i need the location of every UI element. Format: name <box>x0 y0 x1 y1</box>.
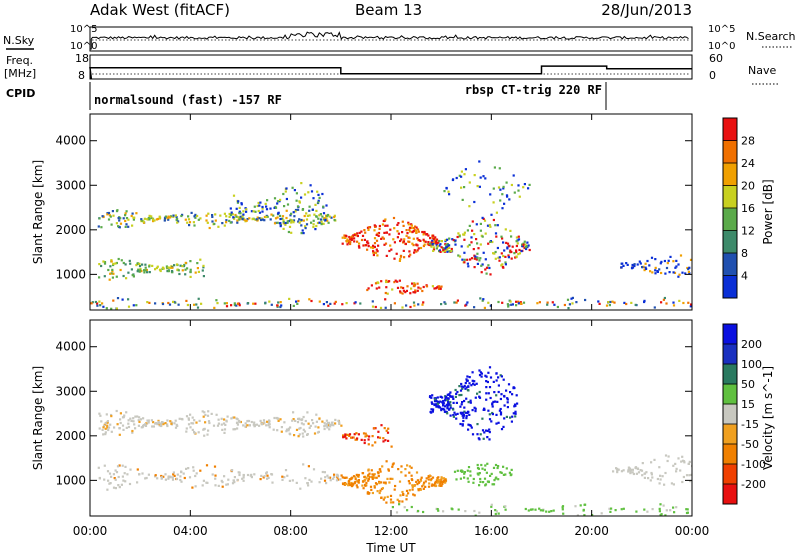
colorbar-tick-label: -100 <box>741 458 766 471</box>
cpid-segment-1: normalsound (fast) -157 RF <box>94 93 282 107</box>
cpid-label: CPID <box>6 87 35 100</box>
nsky-tick-high: 10^5 <box>70 24 97 35</box>
nsky-label: N.Sky <box>3 34 35 47</box>
colorbar-tick-label: -15 <box>741 418 759 431</box>
colorbar-tick-label: 100 <box>741 358 762 371</box>
velocity-panel: 1000 2000 3000 4000 Slant Range [km] -200 -1… <box>31 319 775 517</box>
colorbar-tick-label: 200 <box>741 338 762 351</box>
colorbar-tick-label: 8 <box>741 247 748 260</box>
colorbar-swatch <box>723 118 737 141</box>
time-axis: 00:00 04:00 08:00 12:00 16:00 20:00 00:00 <box>73 524 710 538</box>
freq-unit: [MHz] <box>4 67 36 80</box>
x-tick-label: 12:00 <box>374 524 409 538</box>
colorbar-tick-label: -200 <box>741 478 766 491</box>
colorbar-swatch <box>723 384 737 405</box>
x-tick-label: 00:00 <box>675 524 710 538</box>
power-panel: 1000 2000 3000 4000 Slant Range [km] 4 8 12 16… <box>31 113 775 311</box>
y-tick-label: 2000 <box>55 223 86 237</box>
nsky-panel: N.Sky 10^5 10^0 10^5 10^0 N.Search <box>3 24 796 52</box>
nave-tick-high: 60 <box>709 52 723 65</box>
colorbar-tick-label: 15 <box>741 398 755 411</box>
colorbar-swatch <box>723 364 737 385</box>
x-tick-label: 08:00 <box>273 524 308 538</box>
colorbar-swatch <box>723 324 737 345</box>
x-tick-label: 04:00 <box>173 524 208 538</box>
x-tick-label: 00:00 <box>73 524 108 538</box>
colorbar-tick-label: -50 <box>741 438 759 451</box>
velocity-ylabel: Slant Range [km] <box>31 366 45 470</box>
colorbar-tick-label: 20 <box>741 180 755 193</box>
date-title: 28/Jun/2013 <box>601 1 692 19</box>
colorbar-swatch <box>723 344 737 365</box>
x-tick-label: 20:00 <box>574 524 609 538</box>
nsearch-label: N.Search <box>746 30 796 43</box>
colorbar-swatch <box>723 275 737 299</box>
y-tick-label: 1000 <box>55 267 86 281</box>
freq-label: Freq. <box>6 54 33 67</box>
colorbar-swatch <box>723 208 737 231</box>
colorbar-swatch <box>723 253 737 276</box>
freq-tick-high: 18 <box>75 52 89 65</box>
y-tick-label: 3000 <box>55 178 86 192</box>
velocity-colorbar-label: Velocity [m s^-1] <box>761 366 775 470</box>
cpid-panel: CPID normalsound (fast) -157 RF rbsp CT-… <box>6 82 607 110</box>
y-tick-label: 1000 <box>55 473 86 487</box>
colorbar-tick-label: 28 <box>741 135 755 148</box>
power-colorbar-label: Power [dB] <box>761 179 775 244</box>
colorbar-swatch <box>723 424 737 445</box>
velocity-data-layer <box>97 366 692 516</box>
nave-label: Nave <box>748 64 776 77</box>
colorbar-tick-label: 4 <box>741 270 748 283</box>
colorbar-tick-label: 50 <box>741 378 755 391</box>
station-title: Adak West (fitACF) <box>90 1 230 19</box>
power-axes: 1000 2000 3000 4000 <box>55 114 693 310</box>
cpid-segment-2: rbsp CT-trig 220 RF <box>465 83 602 97</box>
nsearch-tick-high: 10^5 <box>708 24 735 35</box>
colorbar-tick-label: 24 <box>741 157 755 170</box>
colorbar-swatch <box>723 230 737 254</box>
power-data-layer <box>90 160 692 310</box>
nsky-trace <box>90 31 689 50</box>
nsky-tick-low: 10^0 <box>70 41 97 52</box>
y-tick-label: 3000 <box>55 384 86 398</box>
freq-panel: Freq. [MHz] 18 8 60 0 Nave <box>4 52 778 85</box>
colorbar-swatch <box>723 464 737 485</box>
nsearch-tick-low: 10^0 <box>708 41 735 52</box>
colorbar-swatch <box>723 140 737 164</box>
time-axis-label: Time UT <box>365 541 416 554</box>
colorbar-swatch <box>723 484 737 505</box>
power-colorbar: 4 8 12 16 20 24 28 <box>722 117 755 299</box>
velocity-axes: 1000 2000 3000 4000 <box>55 320 693 516</box>
freq-tick-low: 8 <box>78 69 85 82</box>
colorbar-tick-label: 16 <box>741 202 755 215</box>
nave-tick-low: 0 <box>709 69 716 82</box>
x-tick-label: 16:00 <box>474 524 509 538</box>
y-tick-label: 4000 <box>55 340 86 354</box>
beam-title: Beam 13 <box>355 1 422 19</box>
colorbar-tick-label: 12 <box>741 225 755 238</box>
y-tick-label: 4000 <box>55 134 86 148</box>
colorbar-swatch <box>723 404 737 425</box>
colorbar-swatch <box>723 185 737 209</box>
power-ylabel: Slant Range [km] <box>31 160 45 264</box>
colorbar-swatch <box>723 163 737 186</box>
velocity-colorbar: -200 -100 -50 -15 15 50 100 200 <box>722 323 766 505</box>
colorbar-swatch <box>723 444 737 465</box>
y-tick-label: 2000 <box>55 429 86 443</box>
freq-trace <box>89 65 692 79</box>
